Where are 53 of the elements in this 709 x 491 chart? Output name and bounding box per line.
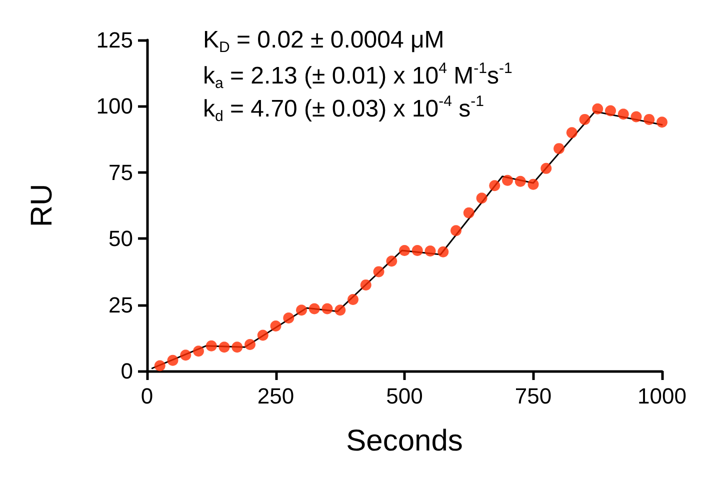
point	[283, 312, 294, 324]
point	[270, 320, 282, 332]
point	[463, 207, 474, 218]
x-tick-label: 1000	[638, 384, 686, 408]
point	[218, 342, 230, 353]
point	[296, 304, 307, 316]
point	[244, 339, 256, 350]
point	[528, 178, 539, 190]
point	[605, 105, 616, 116]
point	[206, 340, 217, 352]
point	[386, 256, 398, 267]
point	[656, 116, 668, 128]
point	[257, 330, 268, 341]
point	[412, 245, 423, 256]
point	[322, 303, 333, 314]
x-axis-title: Seconds	[346, 424, 463, 458]
point	[399, 245, 410, 256]
point	[360, 279, 372, 290]
point	[450, 225, 462, 236]
point	[579, 114, 590, 125]
point	[308, 303, 320, 314]
x-tick-label: 0	[140, 384, 154, 408]
point	[566, 127, 578, 138]
point	[618, 108, 629, 120]
point	[424, 246, 436, 257]
y-tick-label: 0	[120, 358, 133, 384]
point	[334, 304, 346, 316]
x-tick-label: 500	[386, 384, 423, 408]
x-tick-label: 250	[257, 384, 294, 408]
point	[514, 176, 526, 187]
point	[502, 174, 513, 186]
point	[630, 111, 642, 122]
point	[476, 192, 488, 204]
point	[348, 294, 358, 305]
point	[232, 342, 243, 353]
point	[592, 103, 604, 114]
y-tick-label: 125	[96, 28, 133, 52]
y-tick-label: 100	[96, 94, 133, 119]
point	[373, 266, 384, 278]
point	[540, 162, 552, 174]
y-tick-label: 25	[108, 292, 133, 318]
point	[438, 246, 449, 258]
y-tick-label: 75	[108, 160, 133, 185]
y-tick-label: 50	[108, 226, 133, 252]
point	[180, 350, 192, 361]
point	[154, 360, 166, 372]
point	[489, 180, 500, 192]
x-tick-label: 750	[514, 384, 552, 408]
point	[644, 114, 655, 125]
point	[167, 354, 178, 366]
point	[193, 346, 204, 357]
y-axis-title: RU	[26, 184, 58, 228]
point	[554, 143, 564, 154]
